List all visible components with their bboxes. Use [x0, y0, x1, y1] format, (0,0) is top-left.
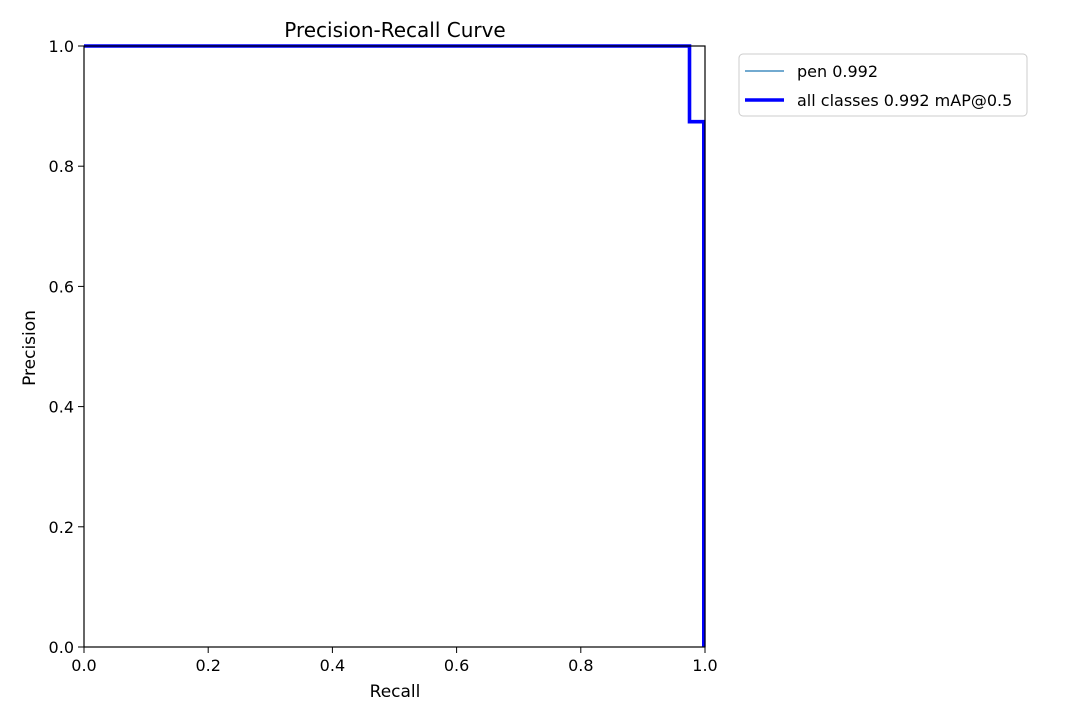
- y-tick-label: 0.6: [49, 277, 74, 296]
- plot-background: [84, 46, 705, 647]
- legend-label-1: pen 0.992: [797, 62, 878, 81]
- x-tick-label: 0.0: [71, 656, 96, 675]
- chart-title: Precision-Recall Curve: [284, 18, 505, 42]
- x-tick-label: 0.2: [195, 656, 220, 675]
- plot-frame: [83, 45, 706, 648]
- legend-label-2: all classes 0.992 mAP@0.5: [797, 91, 1012, 110]
- legend-box: [738, 53, 1028, 117]
- x-tick-label: 1.0: [692, 656, 717, 675]
- y-tick-label: 0.0: [49, 638, 74, 657]
- y-tick-label: 0.2: [49, 518, 74, 537]
- y-tick-label: 0.4: [49, 398, 74, 417]
- x-tick-label: 0.8: [568, 656, 593, 675]
- y-tick-label: 1.0: [49, 37, 74, 56]
- x-axis-ticks: 0.0 0.2 0.4 0.6 0.8 1.0: [71, 647, 718, 675]
- x-tick-label: 0.4: [320, 656, 345, 675]
- x-axis-label: Recall: [370, 682, 421, 702]
- x-tick-label: 0.6: [444, 656, 469, 675]
- legend: pen 0.992 all classes 0.992 mAP@0.5: [738, 53, 1028, 117]
- y-axis-ticks: 0.0 0.2 0.4 0.6 0.8 1.0: [49, 37, 84, 657]
- plot-area: [84, 46, 705, 647]
- y-axis-label: Precision: [20, 310, 40, 386]
- y-tick-label: 0.8: [49, 157, 74, 176]
